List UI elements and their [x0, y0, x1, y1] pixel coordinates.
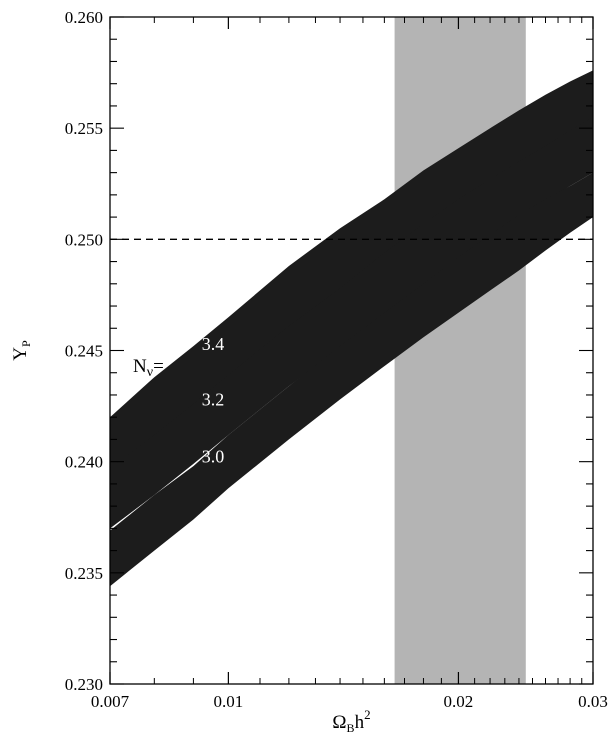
y-tick-label: 0.235 — [65, 564, 103, 583]
y-axis-title: YP — [10, 340, 33, 361]
y-tick-label: 0.240 — [65, 453, 103, 472]
shaded-region — [394, 17, 526, 684]
x-tick-label: 0.02 — [444, 692, 474, 711]
series-label-3-4: 3.4 — [202, 334, 225, 354]
series-labels-group: Nν= 3.4 3.2 3.0 — [133, 334, 224, 467]
tick-labels-group: 0.007 0.01 0.02 0.03 0.230 0.235 0.240 0.245 0.2… — [65, 8, 608, 711]
y-tick-label: 0.250 — [65, 230, 103, 249]
y-tick-label: 0.230 — [65, 675, 103, 694]
series-prefix-label: Nν= — [133, 356, 164, 380]
bands-group — [110, 70, 593, 587]
band-3-0 — [110, 172, 593, 587]
x-axis-title-sup: 2 — [364, 707, 371, 722]
y-axis-title-base: Y — [10, 347, 31, 361]
band-3-2 — [110, 117, 593, 529]
y-tick-label: 0.255 — [65, 119, 103, 138]
x-axis-title: ΩBh2 — [332, 707, 370, 735]
y-tick-label: 0.260 — [65, 8, 103, 27]
x-tick-label: 0.01 — [214, 692, 244, 711]
shaded-region-group — [394, 17, 526, 684]
y-tick-label: 0.245 — [65, 342, 103, 361]
x-axis-title-rest: h — [355, 712, 365, 733]
x-tick-label: 0.03 — [578, 692, 608, 711]
y-axis-title-sub: P — [19, 340, 33, 347]
x-tick-label: 0.007 — [91, 692, 130, 711]
x-axis-title-sub: B — [347, 721, 355, 735]
x-axis-title-base: Ω — [332, 712, 346, 733]
series-label-3-0: 3.0 — [202, 446, 225, 466]
series-label-3-2: 3.2 — [202, 390, 225, 410]
plot-frame — [109, 16, 594, 685]
